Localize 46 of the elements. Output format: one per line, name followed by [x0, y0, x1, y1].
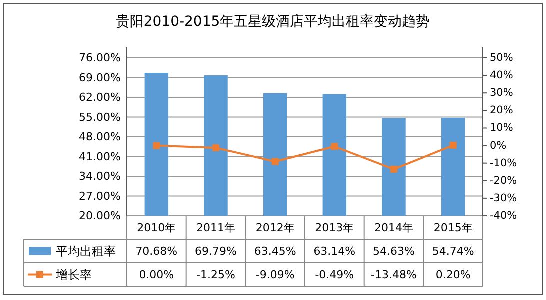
- y-tick-label: 34.00%: [79, 170, 121, 183]
- y-tick-label: 69.00%: [79, 71, 121, 84]
- x-tick-label: 2010年: [137, 221, 176, 234]
- legend-label: 增长率: [55, 268, 92, 282]
- y2-tick-label: -10%: [490, 157, 518, 170]
- point: [331, 143, 338, 150]
- y2-tick-label: 30%: [490, 87, 514, 100]
- y2-tick-label: 50%: [490, 52, 514, 64]
- point: [272, 158, 279, 166]
- y-tick-label: 41.00%: [79, 150, 121, 164]
- x-tick-label: 2011年: [196, 221, 236, 234]
- data-label: -1.25%: [196, 268, 236, 282]
- x-tick-label: 2013年: [315, 221, 354, 234]
- chart-title: 贵阳2010-2015年五星级酒店平均出租率变动趋势: [116, 14, 430, 30]
- data-label: 54.63%: [373, 244, 415, 258]
- y2-tick-label: -20%: [490, 174, 518, 187]
- y2-tick-label: 20%: [490, 104, 514, 117]
- data-label: 0.00%: [139, 268, 174, 282]
- data-label: 0.20%: [436, 268, 471, 282]
- legend-label: 平均出租率: [56, 244, 116, 258]
- y2-tick-label: -30%: [490, 192, 518, 204]
- y-tick-label: 20.00%: [79, 210, 121, 222]
- data-label: 63.45%: [254, 244, 296, 258]
- point: [153, 142, 160, 150]
- data-label: -0.49%: [315, 268, 354, 282]
- data-label: 63.14%: [314, 244, 356, 258]
- point: [450, 142, 457, 149]
- y-tick-label: 27.00%: [79, 190, 121, 203]
- point: [212, 144, 220, 152]
- x-tick-label: 2014年: [374, 221, 414, 234]
- data-label: 69.79%: [195, 244, 237, 258]
- y-tick-label: 76.00%: [79, 52, 121, 64]
- y-tick-label: 62.00%: [79, 91, 121, 104]
- y2-tick-label: -40%: [490, 210, 518, 222]
- point: [390, 166, 398, 173]
- data-label: 54.74%: [432, 244, 474, 258]
- x-tick-label: 2015年: [434, 221, 473, 234]
- x-tick-label: 2012年: [256, 221, 295, 234]
- y2-tick-label: 10%: [490, 122, 514, 134]
- data-label: 70.68%: [136, 244, 178, 258]
- y-tick-label: 48.00%: [79, 130, 121, 144]
- data-label: -9.09%: [256, 268, 295, 282]
- data-label: -13.48%: [371, 268, 417, 282]
- y2-tick-label: 0%: [490, 140, 507, 152]
- y2-tick-label: 40%: [490, 70, 514, 82]
- y-tick-label: 55.00%: [79, 110, 121, 124]
